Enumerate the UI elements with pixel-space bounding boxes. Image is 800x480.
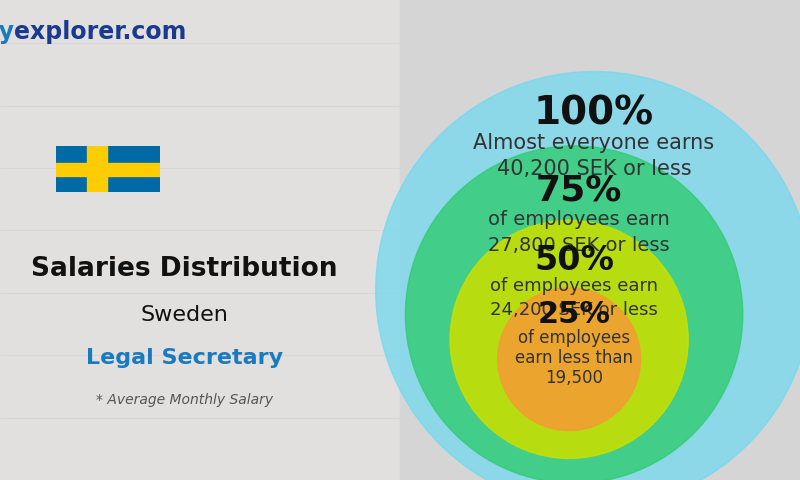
Circle shape (406, 146, 742, 480)
Text: salary: salary (0, 20, 14, 44)
Text: 19,500: 19,500 (545, 369, 603, 387)
Text: of employees earn: of employees earn (488, 210, 670, 229)
Text: Almost everyone earns: Almost everyone earns (474, 133, 714, 153)
Text: explorer.com: explorer.com (14, 20, 186, 44)
Text: of employees: of employees (518, 329, 630, 348)
Text: * Average Monthly Salary: * Average Monthly Salary (96, 393, 273, 407)
Bar (56, 163, 160, 176)
Text: 50%: 50% (534, 243, 614, 276)
Text: 24,200 SEK or less: 24,200 SEK or less (490, 300, 658, 319)
Text: 75%: 75% (536, 174, 622, 207)
Circle shape (498, 288, 641, 431)
Text: Salaries Distribution: Salaries Distribution (31, 256, 338, 282)
Text: 40,200 SEK or less: 40,200 SEK or less (497, 159, 691, 179)
Text: Legal Secretary: Legal Secretary (86, 348, 283, 368)
Bar (0, 0, 400, 480)
Text: earn less than: earn less than (515, 349, 633, 367)
Text: 27,800 SEK or less: 27,800 SEK or less (488, 236, 670, 254)
Bar (87, 146, 106, 192)
Text: 25%: 25% (538, 300, 610, 329)
Bar (400, 0, 800, 480)
Text: 100%: 100% (534, 94, 654, 132)
Circle shape (450, 220, 688, 458)
Text: Sweden: Sweden (140, 305, 228, 325)
Circle shape (376, 72, 800, 480)
Text: of employees earn: of employees earn (490, 277, 658, 295)
